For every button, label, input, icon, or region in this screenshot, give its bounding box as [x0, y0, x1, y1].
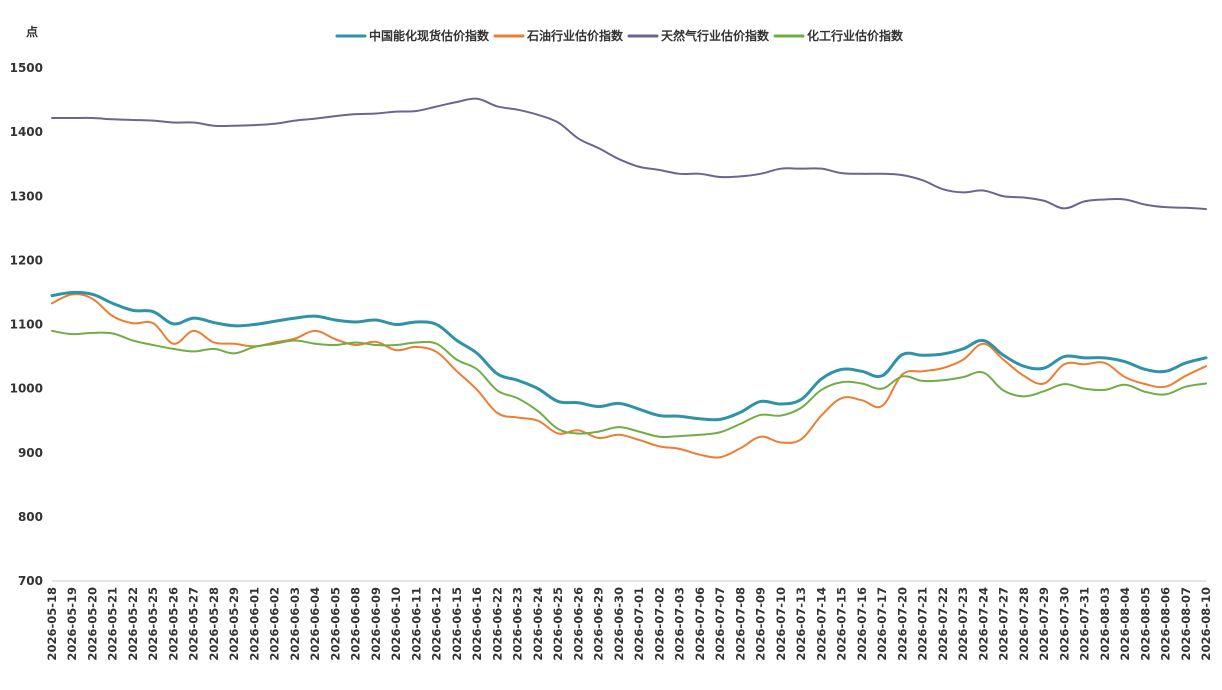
x-tick-label: 2026-07-23 — [956, 587, 970, 661]
x-tick-label: 2026-08-07 — [1179, 587, 1193, 661]
x-tick-label: 2026-06-12 — [430, 587, 444, 661]
series-line-4 — [51, 329, 1207, 439]
x-tick-label: 2026-07-02 — [652, 587, 666, 661]
x-tick-label: 2026-07-13 — [794, 587, 808, 661]
x-tick-label: 2026-08-03 — [1098, 587, 1112, 661]
y-tick-label: 1300 — [10, 189, 43, 203]
x-tick-label: 2026-06-05 — [328, 587, 342, 661]
x-tick-label: 2026-06-22 — [490, 587, 504, 661]
y-axis-unit-label: 点 — [26, 24, 38, 39]
y-tick-label: 800 — [18, 510, 43, 524]
x-tick-label: 2026-08-06 — [1159, 587, 1173, 661]
x-tick-label: 2026-06-09 — [369, 587, 383, 661]
x-tick-label: 2026-06-11 — [409, 587, 423, 661]
y-tick-label: 700 — [18, 574, 43, 588]
x-tick-label: 2026-05-21 — [106, 587, 120, 661]
x-tick-label: 2026-07-30 — [1057, 587, 1071, 661]
x-tick-label: 2026-07-10 — [774, 587, 788, 661]
y-tick-label: 1100 — [10, 318, 43, 332]
x-tick-label: 2026-07-14 — [814, 587, 828, 661]
x-tick-label: 2026-05-22 — [126, 587, 140, 661]
x-tick-label: 2026-07-21 — [916, 587, 930, 661]
legend-label: 化工行业估价指数 — [807, 28, 904, 43]
x-tick-label: 2026-06-03 — [288, 587, 302, 661]
series-lines — [50, 97, 1208, 459]
legend: 中国能化现货估价指数 石油行业估价指数 天然气行业估价指数 化工行业估价指数 — [335, 28, 904, 43]
x-tick-label: 2026-05-25 — [146, 587, 160, 661]
x-tick-label: 2026-05-20 — [85, 587, 99, 661]
series-line-1 — [50, 290, 1208, 422]
x-tick-label: 2026-07-07 — [713, 587, 727, 661]
x-tick-label: 2026-06-01 — [247, 587, 261, 661]
x-tick-label: 2026-06-29 — [592, 587, 606, 661]
x-tick-label: 2026-07-20 — [895, 587, 909, 661]
x-tick-label: 2026-07-22 — [936, 587, 950, 661]
x-tick-label: 2026-06-26 — [571, 587, 585, 661]
y-tick-label: 1500 — [10, 61, 43, 75]
x-tick-label: 2026-05-27 — [187, 587, 201, 661]
x-tick-label: 2026-05-29 — [227, 587, 241, 661]
x-tick-label: 2026-08-05 — [1138, 587, 1152, 661]
y-tick-label: 1000 — [10, 382, 43, 396]
x-tick-label: 2026-05-19 — [65, 587, 79, 661]
y-tick-label: 900 — [18, 446, 43, 460]
x-tick-label: 2026-05-18 — [45, 587, 59, 661]
x-tick-label: 2026-06-25 — [551, 587, 565, 661]
x-tick-label: 2026-07-06 — [693, 587, 707, 661]
x-tick-label: 2026-06-04 — [308, 587, 322, 661]
x-tick-label: 2026-07-15 — [835, 587, 849, 661]
series-line-3 — [51, 97, 1207, 211]
legend-label: 中国能化现货估价指数 — [369, 28, 490, 43]
x-tick-label: 2026-05-28 — [207, 587, 221, 661]
x-tick-label: 2026-07-24 — [976, 587, 990, 661]
series-line-2 — [51, 293, 1207, 459]
x-axis: 2026-05-18 2026-05-19 2026-05-20 2026-05-21… — [45, 587, 1213, 661]
x-tick-label: 2026-07-09 — [754, 587, 768, 661]
x-tick-label: 2026-07-08 — [733, 587, 747, 661]
x-tick-label: 2026-06-15 — [450, 587, 464, 661]
y-axis: 700 800 900 1000 1100 1200 1300 1400 1500 — [10, 61, 43, 588]
x-tick-label: 2026-07-27 — [997, 587, 1011, 661]
x-tick-label: 2026-07-28 — [1017, 587, 1031, 661]
y-tick-label: 1200 — [10, 253, 43, 267]
x-tick-label: 2026-08-10 — [1199, 587, 1213, 661]
legend-label: 石油行业估价指数 — [526, 28, 624, 43]
x-tick-label: 2026-07-03 — [673, 587, 687, 661]
x-tick-label: 2026-06-24 — [531, 587, 545, 661]
x-tick-label: 2026-06-16 — [470, 587, 484, 661]
legend-label: 天然气行业估价指数 — [661, 28, 770, 43]
x-tick-label: 2026-07-29 — [1037, 587, 1051, 661]
x-tick-label: 2026-07-16 — [855, 587, 869, 661]
x-tick-label: 2026-06-23 — [511, 587, 525, 661]
x-tick-label: 2026-06-02 — [268, 587, 282, 661]
x-tick-label: 2026-07-01 — [632, 587, 646, 661]
x-tick-label: 2026-06-10 — [389, 587, 403, 661]
x-tick-label: 2026-07-17 — [875, 587, 889, 661]
x-tick-label: 2026-07-31 — [1078, 587, 1092, 661]
x-tick-label: 2026-06-08 — [349, 587, 363, 661]
x-tick-label: 2026-05-26 — [166, 587, 180, 661]
y-tick-label: 1400 — [10, 125, 43, 139]
x-tick-label: 2026-08-04 — [1118, 587, 1132, 661]
x-tick-label: 2026-06-30 — [612, 587, 626, 661]
